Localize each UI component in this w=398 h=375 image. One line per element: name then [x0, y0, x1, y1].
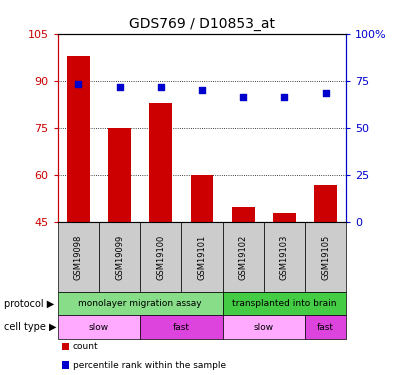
Bar [305, 222, 346, 292]
Text: GSM19103: GSM19103 [280, 234, 289, 280]
Point [281, 94, 288, 100]
Bar [222, 315, 305, 339]
Text: percentile rank within the sample: percentile rank within the sample [73, 361, 226, 370]
Text: GSM19105: GSM19105 [321, 234, 330, 280]
Text: transplanted into brain: transplanted into brain [232, 299, 337, 308]
Point [116, 84, 123, 90]
Bar [140, 315, 222, 339]
Text: monolayer migration assay: monolayer migration assay [78, 299, 202, 308]
Text: GSM19100: GSM19100 [156, 234, 165, 280]
Text: GSM19101: GSM19101 [197, 234, 207, 280]
Text: GSM19098: GSM19098 [74, 234, 83, 280]
Point [75, 81, 82, 87]
Bar [58, 222, 99, 292]
Bar [222, 292, 346, 315]
Bar [140, 222, 181, 292]
Bar [99, 222, 140, 292]
Bar [222, 222, 264, 292]
Bar [58, 315, 140, 339]
Text: GSM19102: GSM19102 [239, 234, 248, 280]
Bar [108, 128, 131, 222]
Text: GSM19099: GSM19099 [115, 234, 124, 280]
Text: count: count [73, 342, 98, 351]
Text: fast: fast [173, 323, 190, 332]
Bar [58, 292, 222, 315]
Bar [305, 315, 346, 339]
Bar [264, 222, 305, 292]
Text: slow: slow [89, 323, 109, 332]
Bar [314, 184, 337, 222]
Bar [273, 213, 296, 222]
Bar [191, 175, 213, 222]
Bar [149, 103, 172, 222]
Bar [67, 56, 90, 222]
Point [322, 90, 329, 96]
Point [240, 94, 246, 100]
Title: GDS769 / D10853_at: GDS769 / D10853_at [129, 17, 275, 32]
Text: slow: slow [254, 323, 274, 332]
Point [199, 87, 205, 93]
Text: protocol ▶: protocol ▶ [4, 298, 54, 309]
Bar [181, 222, 222, 292]
Text: fast: fast [317, 323, 334, 332]
Text: cell type ▶: cell type ▶ [4, 322, 57, 332]
Point [158, 84, 164, 90]
Bar [232, 207, 255, 222]
